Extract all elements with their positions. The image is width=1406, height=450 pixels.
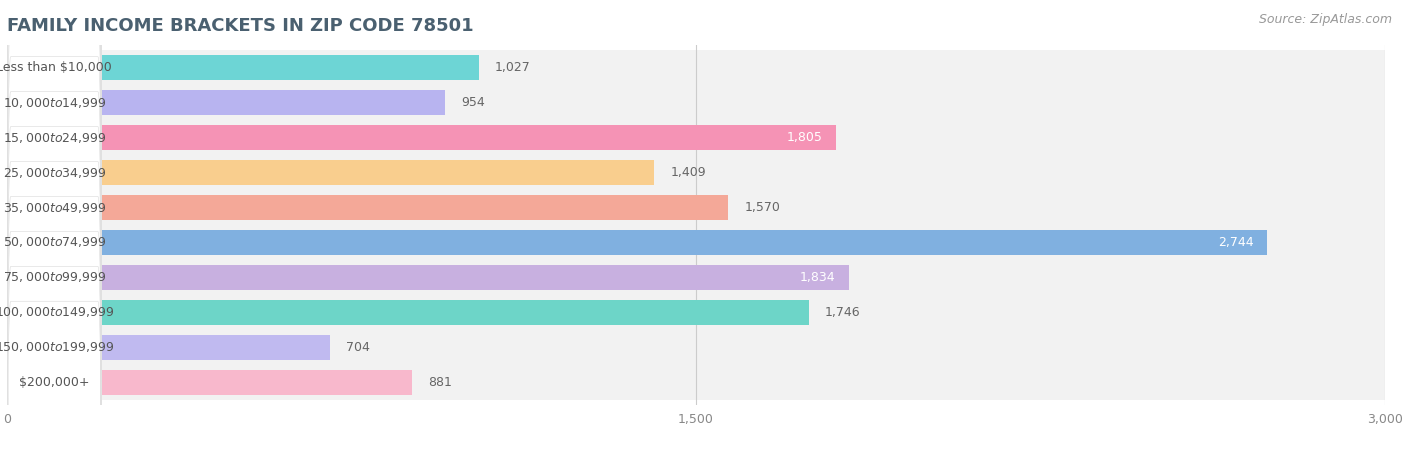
Text: $150,000 to $199,999: $150,000 to $199,999 [0, 340, 114, 354]
Bar [7, 300, 808, 325]
Bar [7, 55, 478, 80]
Text: $200,000+: $200,000+ [20, 376, 90, 389]
FancyBboxPatch shape [7, 184, 101, 450]
Text: FAMILY INCOME BRACKETS IN ZIP CODE 78501: FAMILY INCOME BRACKETS IN ZIP CODE 78501 [7, 17, 474, 35]
Bar [7, 335, 330, 360]
FancyBboxPatch shape [7, 0, 101, 371]
Text: 2,744: 2,744 [1218, 236, 1254, 249]
Bar [7, 160, 654, 185]
Bar [7, 125, 837, 150]
Bar [7, 370, 412, 395]
FancyBboxPatch shape [7, 50, 1385, 85]
Text: 1,805: 1,805 [786, 131, 823, 144]
FancyBboxPatch shape [7, 148, 101, 450]
FancyBboxPatch shape [7, 85, 1385, 120]
Bar [7, 265, 849, 290]
FancyBboxPatch shape [7, 260, 1385, 295]
FancyBboxPatch shape [7, 155, 1385, 190]
FancyBboxPatch shape [7, 120, 1385, 155]
Bar [7, 90, 446, 115]
FancyBboxPatch shape [7, 114, 101, 450]
FancyBboxPatch shape [7, 295, 1385, 330]
Text: 954: 954 [461, 96, 485, 109]
Text: 1,570: 1,570 [744, 201, 780, 214]
FancyBboxPatch shape [7, 9, 101, 406]
Text: Source: ZipAtlas.com: Source: ZipAtlas.com [1258, 14, 1392, 27]
FancyBboxPatch shape [7, 0, 101, 266]
FancyBboxPatch shape [7, 365, 1385, 400]
Text: $35,000 to $49,999: $35,000 to $49,999 [3, 201, 105, 215]
Text: $15,000 to $24,999: $15,000 to $24,999 [3, 130, 105, 144]
Text: $50,000 to $74,999: $50,000 to $74,999 [3, 235, 105, 249]
FancyBboxPatch shape [7, 79, 101, 450]
Text: $25,000 to $34,999: $25,000 to $34,999 [3, 166, 105, 180]
FancyBboxPatch shape [7, 225, 1385, 260]
FancyBboxPatch shape [7, 0, 101, 336]
Text: 1,409: 1,409 [671, 166, 706, 179]
Text: $75,000 to $99,999: $75,000 to $99,999 [3, 270, 105, 284]
Text: 1,027: 1,027 [495, 61, 530, 74]
Text: 881: 881 [427, 376, 451, 389]
FancyBboxPatch shape [7, 0, 101, 302]
Text: 1,746: 1,746 [825, 306, 860, 319]
FancyBboxPatch shape [7, 330, 1385, 365]
Bar [7, 230, 1267, 255]
FancyBboxPatch shape [7, 44, 101, 441]
Text: Less than $10,000: Less than $10,000 [0, 61, 112, 74]
Text: 704: 704 [346, 341, 370, 354]
Text: $10,000 to $14,999: $10,000 to $14,999 [3, 96, 105, 110]
FancyBboxPatch shape [7, 190, 1385, 225]
Text: $100,000 to $149,999: $100,000 to $149,999 [0, 306, 114, 320]
Bar [7, 195, 728, 220]
Text: 1,834: 1,834 [800, 271, 835, 284]
